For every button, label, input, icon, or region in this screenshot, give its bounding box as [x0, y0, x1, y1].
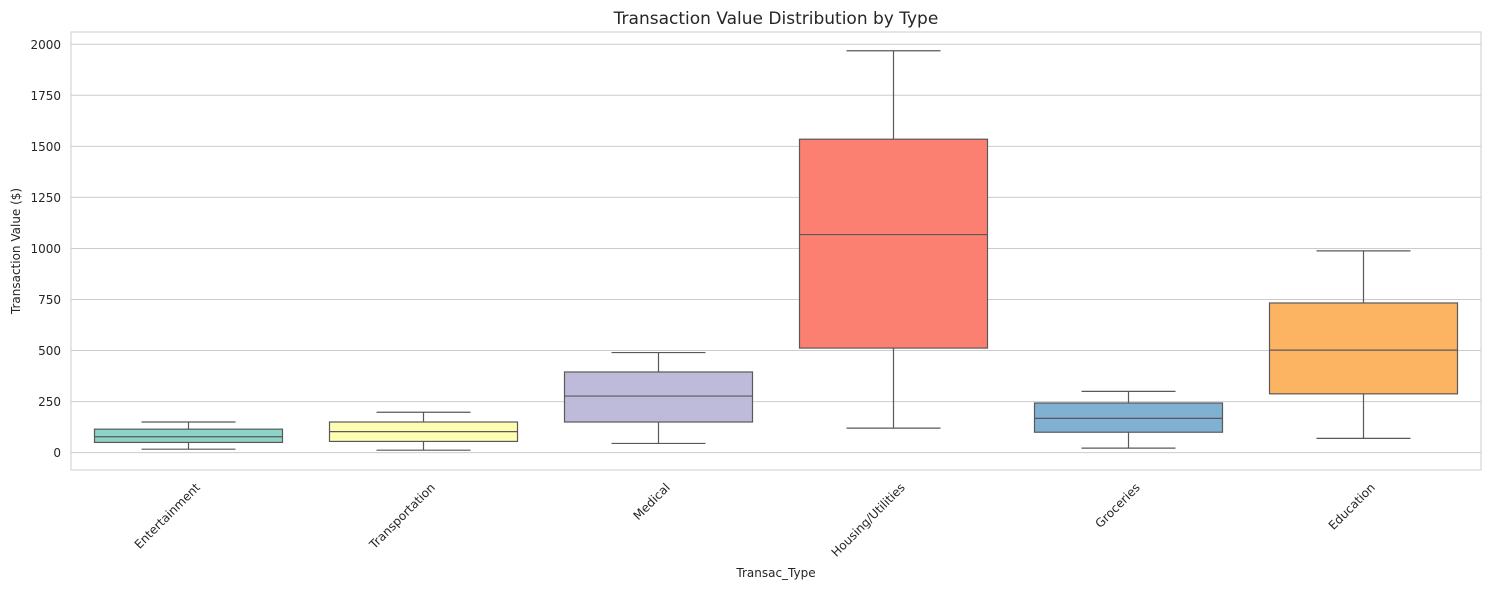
- x-tick-labels: Entertainment Transportation Medical Housin…: [132, 480, 1378, 559]
- y-tick-label: 2000: [30, 38, 61, 52]
- y-tick-label: 1500: [30, 140, 61, 154]
- box: [798, 138, 989, 349]
- x-tick-label: Groceries: [1092, 480, 1142, 530]
- box-group: [93, 421, 284, 450]
- x-tick-label: Housing/Utilities: [829, 480, 908, 559]
- box: [1268, 302, 1459, 395]
- x-axis-label: Transac_Type: [735, 566, 815, 580]
- chart-title: Transaction Value Distribution by Type: [613, 9, 939, 29]
- x-tick-label: Medical: [630, 480, 672, 522]
- y-tick-label: 250: [38, 395, 61, 409]
- box-group: [1268, 250, 1459, 439]
- box: [563, 371, 754, 423]
- x-tick-label: Transportation: [366, 480, 438, 552]
- box-group: [328, 411, 519, 451]
- box-group: [798, 50, 989, 429]
- y-tick-label: 0: [53, 446, 61, 460]
- y-tick-label: 500: [38, 344, 61, 358]
- x-tick-label: Education: [1326, 480, 1378, 532]
- y-tick-label: 1250: [30, 191, 61, 205]
- boxes: [93, 50, 1459, 451]
- box-group: [563, 351, 754, 445]
- y-axis-label: Transaction Value ($): [9, 188, 23, 315]
- x-tick-label: Entertainment: [132, 480, 203, 551]
- box-group: [1033, 390, 1224, 449]
- box: [93, 428, 284, 444]
- plot-frame: [70, 31, 1482, 471]
- y-tick-label: 750: [38, 293, 61, 307]
- y-tick-label: 1750: [30, 89, 61, 103]
- grid-lines: [71, 43, 1481, 454]
- y-tick-label: 1000: [30, 242, 61, 256]
- y-tick-labels: 0 250 500 750 1000 1250 1500 1750 2000: [30, 38, 61, 460]
- box: [1033, 402, 1224, 433]
